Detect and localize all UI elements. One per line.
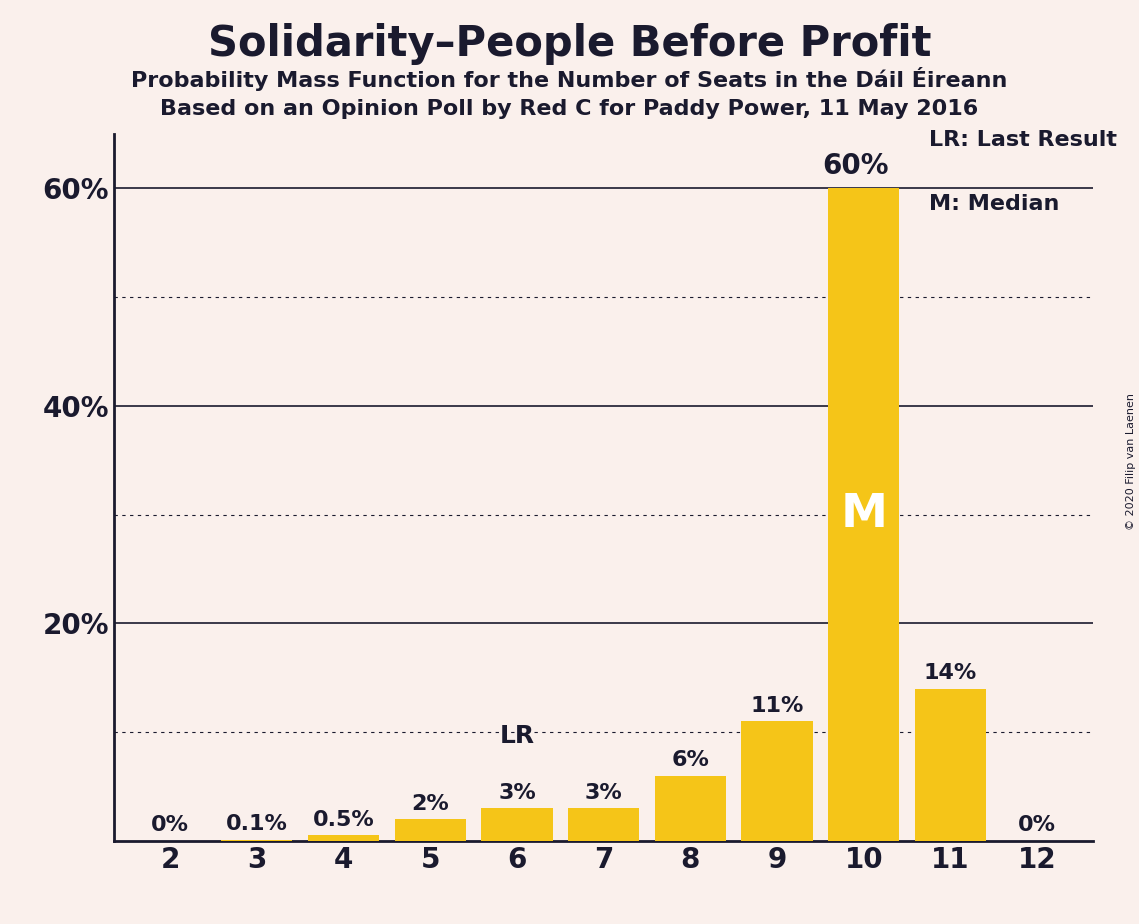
Text: Probability Mass Function for the Number of Seats in the Dáil Éireann: Probability Mass Function for the Number…	[131, 67, 1008, 91]
Bar	[741, 722, 812, 841]
Bar	[828, 188, 900, 841]
Bar	[655, 775, 726, 841]
Text: Based on an Opinion Poll by Red C for Paddy Power, 11 May 2016: Based on an Opinion Poll by Red C for Pa…	[161, 99, 978, 119]
Bar	[915, 688, 986, 841]
Bar	[395, 819, 466, 841]
Bar	[568, 808, 639, 841]
Text: 11%: 11%	[751, 696, 804, 716]
Bar	[221, 840, 293, 841]
Text: 3%: 3%	[498, 783, 535, 803]
Text: 0.1%: 0.1%	[226, 814, 288, 834]
Text: 2%: 2%	[411, 794, 449, 814]
Text: 3%: 3%	[584, 783, 623, 803]
Text: © 2020 Filip van Laenen: © 2020 Filip van Laenen	[1126, 394, 1136, 530]
Text: 6%: 6%	[671, 750, 710, 771]
Text: Solidarity–People Before Profit: Solidarity–People Before Profit	[207, 23, 932, 65]
Text: 0%: 0%	[1018, 815, 1056, 835]
Text: 0%: 0%	[151, 815, 189, 835]
Text: 0.5%: 0.5%	[313, 810, 375, 830]
Text: LR: Last Result: LR: Last Result	[928, 130, 1116, 151]
Bar	[308, 835, 379, 841]
Text: 60%: 60%	[822, 152, 888, 179]
Bar	[482, 808, 552, 841]
Text: M: M	[841, 492, 887, 537]
Text: M: Median: M: Median	[928, 194, 1059, 213]
Text: 14%: 14%	[924, 663, 977, 683]
Text: LR: LR	[499, 724, 534, 748]
